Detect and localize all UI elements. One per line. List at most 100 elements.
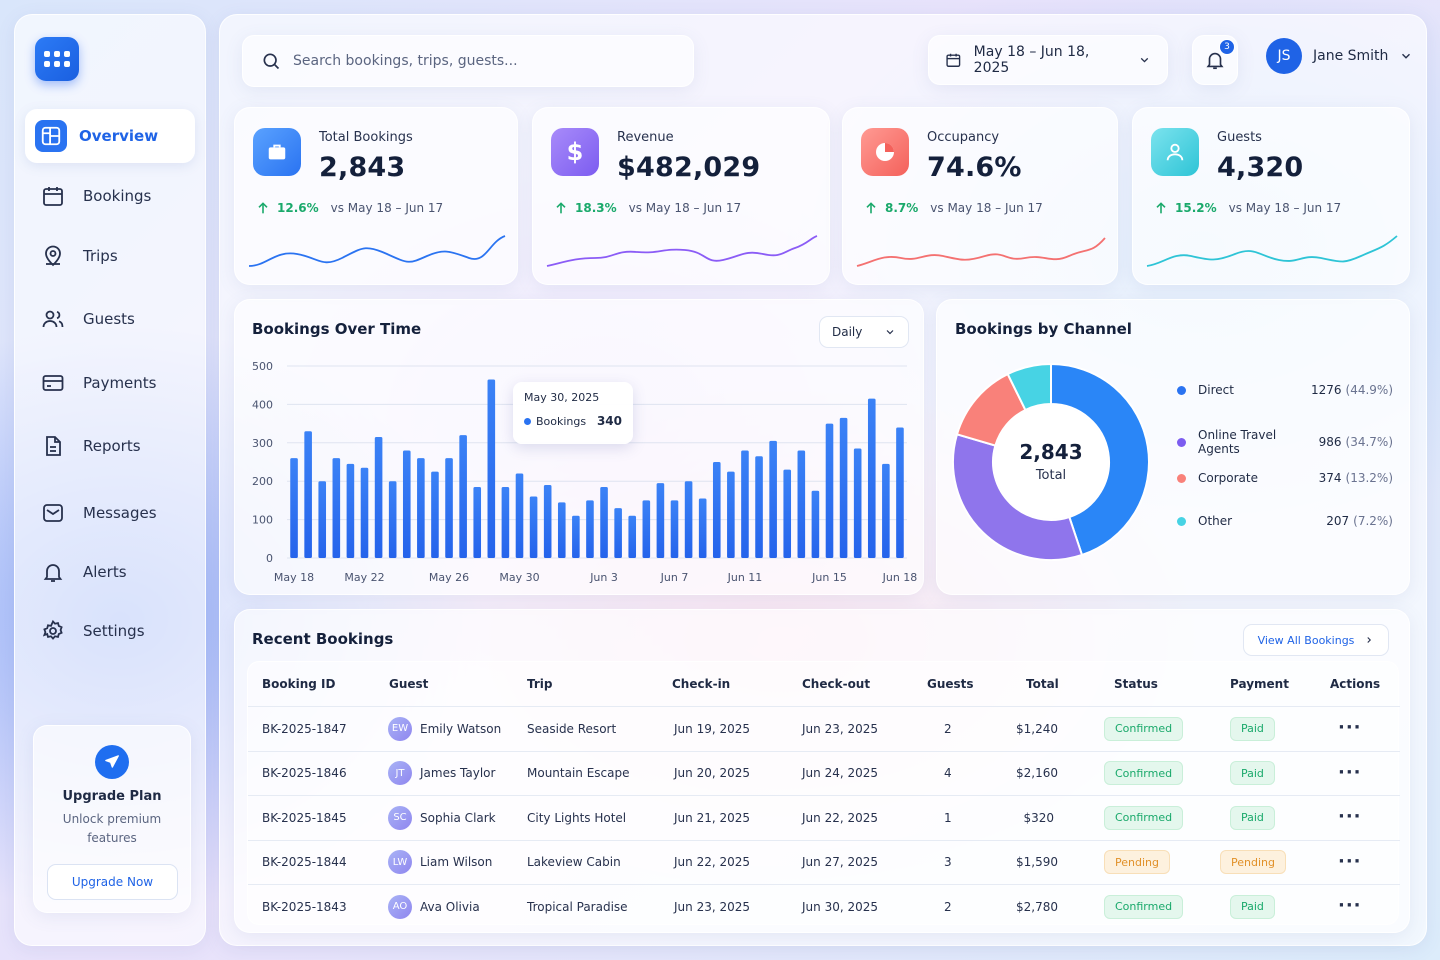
bar[interactable] (882, 463, 890, 558)
upgrade-title: Upgrade Plan (62, 789, 162, 804)
column-header[interactable]: Trip (527, 677, 553, 691)
sidebar-item-settings[interactable]: Settings (25, 604, 195, 658)
x-tick-label: Jun 7 (660, 571, 689, 584)
more-actions-icon[interactable]: ··· (1338, 895, 1362, 916)
bar[interactable] (318, 481, 327, 558)
sidebar-item-label: Alerts (83, 563, 127, 581)
bar[interactable] (797, 450, 806, 558)
bar[interactable] (867, 398, 876, 558)
bar[interactable] (388, 481, 397, 558)
bar[interactable] (304, 431, 312, 558)
column-header[interactable]: Guests (927, 677, 974, 691)
bar[interactable] (755, 456, 763, 558)
column-header[interactable]: Guest (389, 677, 429, 691)
search-input[interactable] (293, 53, 673, 69)
search-bar[interactable] (242, 35, 694, 87)
more-actions-icon[interactable]: ··· (1338, 806, 1362, 827)
sidebar-item-messages[interactable]: Messages (25, 486, 195, 540)
date-range-picker[interactable]: May 18 – Jun 18, 2025 (928, 35, 1168, 85)
sidebar-item-payments[interactable]: Payments (25, 356, 195, 410)
bookings-table: Booking ID Guest Trip Check-in Check-out… (247, 661, 1400, 928)
bar[interactable] (698, 498, 707, 558)
bar[interactable] (445, 458, 453, 558)
booking-id[interactable]: BK-2025-1845 (262, 810, 347, 825)
sparkline (546, 235, 818, 267)
bar[interactable] (417, 458, 425, 558)
x-tick-label: May 30 (499, 571, 539, 584)
bar[interactable] (459, 435, 467, 558)
bar[interactable] (332, 458, 341, 558)
column-header[interactable]: Check-in (672, 677, 731, 691)
bar[interactable] (572, 515, 580, 558)
bar[interactable] (529, 496, 538, 558)
bar[interactable] (501, 486, 510, 558)
booking-id[interactable]: BK-2025-1844 (262, 855, 347, 869)
bar[interactable] (853, 448, 862, 558)
bar[interactable] (783, 469, 792, 558)
sidebar-item-overview[interactable]: Overview (25, 109, 195, 163)
bar[interactable] (670, 500, 679, 558)
booking-id[interactable]: BK-2025-1843 (262, 899, 347, 914)
upgrade-now-button[interactable]: Upgrade Now (47, 864, 178, 900)
bar[interactable] (487, 379, 496, 558)
more-actions-icon[interactable]: ··· (1338, 850, 1362, 872)
more-actions-icon[interactable]: ··· (1338, 717, 1362, 738)
bar[interactable] (346, 463, 355, 558)
column-header[interactable]: Payment (1230, 677, 1289, 691)
bar[interactable] (825, 423, 834, 558)
booking-id[interactable]: BK-2025-1846 (262, 766, 347, 780)
more-actions-icon[interactable]: ··· (1338, 761, 1362, 783)
guest-name: James Taylor (420, 766, 496, 780)
sidebar-item-guests[interactable]: Guests (25, 292, 195, 346)
donut-slice[interactable] (1006, 362, 1052, 412)
view-all-bookings-button[interactable]: View All Bookings (1243, 624, 1389, 656)
table-row[interactable]: BK-2025-1846 JT James Taylor Mountain Escap… (248, 750, 1400, 795)
bar[interactable] (515, 473, 524, 558)
bar[interactable] (769, 440, 777, 558)
table-row[interactable]: BK-2025-1847 EW Emily Watson Seaside Resort… (248, 706, 1400, 750)
sidebar-item-trips[interactable]: Trips (25, 229, 195, 283)
bar[interactable] (811, 490, 820, 558)
column-header[interactable]: Total (1026, 677, 1059, 691)
bar[interactable] (586, 500, 594, 558)
donut-slice[interactable] (952, 433, 1084, 561)
legend-percent: (13.2%) (1345, 471, 1393, 485)
bar[interactable] (642, 500, 651, 558)
bar[interactable] (741, 450, 749, 558)
column-header[interactable]: Booking ID (262, 677, 336, 691)
bar[interactable] (431, 471, 439, 558)
bar[interactable] (684, 481, 693, 558)
guest-name: Ava Olivia (420, 899, 480, 914)
table-row[interactable]: BK-2025-1843 AO Ava Olivia Tropical Paradis… (248, 884, 1400, 928)
table-row[interactable]: BK-2025-1845 SC Sophia Clark City Lights Ho… (248, 795, 1400, 839)
bar[interactable] (614, 508, 622, 558)
kpi-delta-value: 18.3% (575, 201, 617, 215)
booking-id[interactable]: BK-2025-1847 (262, 721, 347, 736)
notifications-button[interactable]: 3 (1192, 35, 1238, 85)
app-logo[interactable] (35, 37, 79, 81)
bar[interactable] (374, 437, 383, 558)
table-row[interactable]: BK-2025-1844 LW Liam Wilson Lakeview Cabin J… (248, 839, 1400, 884)
bar[interactable] (628, 515, 637, 558)
sidebar-item-bookings[interactable]: Bookings (25, 169, 195, 223)
table-header: Booking ID Guest Trip Check-in Check-out… (248, 662, 1400, 706)
sidebar-item-alerts[interactable]: Alerts (25, 545, 195, 599)
bar[interactable] (656, 483, 665, 558)
bar[interactable] (712, 462, 721, 558)
bar[interactable] (402, 450, 411, 558)
user-menu[interactable]: JS Jane Smith (1266, 38, 1413, 74)
bar[interactable] (360, 467, 369, 558)
bar[interactable] (290, 458, 298, 558)
bar[interactable] (727, 471, 735, 558)
bar[interactable] (473, 486, 482, 558)
bar[interactable] (896, 427, 904, 558)
donut-slice[interactable] (1050, 362, 1150, 557)
column-header[interactable]: Status (1114, 677, 1158, 691)
interval-select[interactable]: Daily (819, 316, 909, 348)
sidebar-item-reports[interactable]: Reports (25, 419, 195, 473)
column-header[interactable]: Check-out (802, 677, 871, 691)
bar[interactable] (557, 502, 566, 558)
bar[interactable] (839, 417, 848, 558)
bar[interactable] (600, 486, 608, 558)
bar[interactable] (543, 485, 552, 558)
